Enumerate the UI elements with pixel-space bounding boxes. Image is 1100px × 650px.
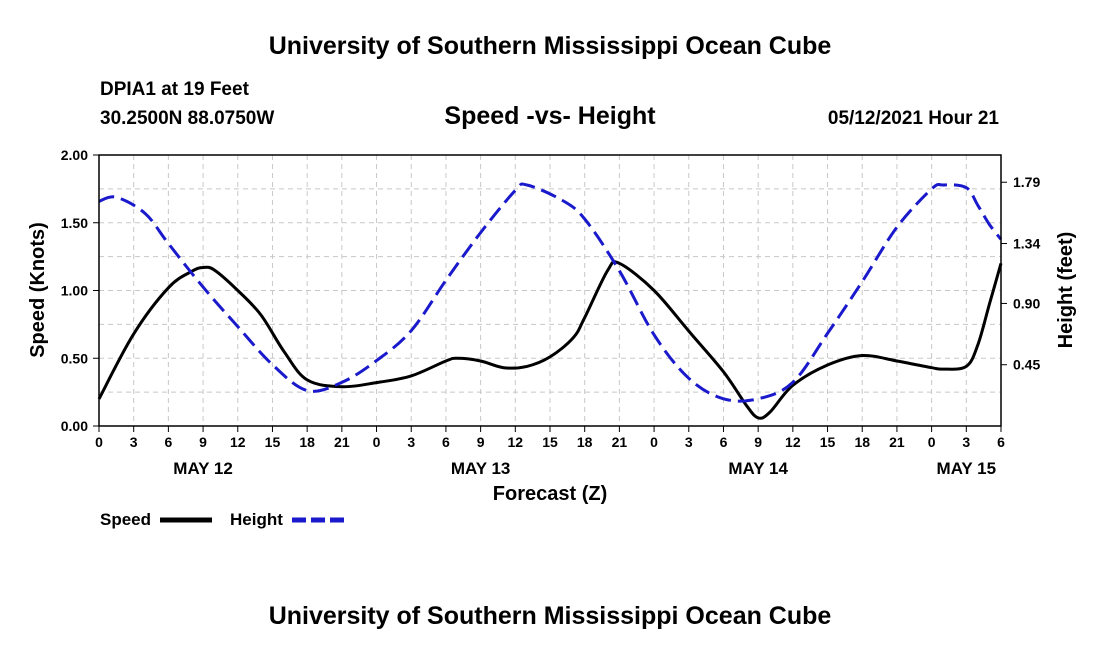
y-left-tick-label: 1.00 <box>61 283 88 299</box>
x-tick-label: 12 <box>230 434 246 450</box>
x-tick-label: 3 <box>130 434 138 450</box>
x-tick-label: 3 <box>962 434 970 450</box>
axis-ticks: 0 3 6 9 12 15 18 21 0 3 6 9 12 15 18 21 0 3 6 9 12 15 18 21 0 3 6M… <box>61 147 1041 478</box>
x-tick-label: 9 <box>199 434 207 450</box>
x-axis-label: Forecast (Z) <box>493 483 607 505</box>
x-tick-label: 0 <box>95 434 103 450</box>
y-axis-label-right: Height (feet) <box>1055 232 1077 349</box>
y-axis-label-left: Speed (Knots) <box>27 222 49 358</box>
x-tick-label: 21 <box>334 434 350 450</box>
plot-frame <box>98 154 1002 427</box>
date-label: MAY 15 <box>937 459 997 478</box>
x-tick-label: 21 <box>889 434 905 450</box>
legend-height-label: Height <box>230 510 283 529</box>
timestamp-label: 05/12/2021 Hour 21 <box>828 108 1000 129</box>
x-tick-label: 6 <box>442 434 450 450</box>
grid <box>99 155 1001 426</box>
y-left-tick-label: 2.00 <box>61 147 88 163</box>
y-left-tick-label: 0.50 <box>61 350 88 366</box>
x-tick-label: 0 <box>650 434 658 450</box>
date-label: MAY 12 <box>173 459 233 478</box>
x-tick-label: 15 <box>265 434 281 450</box>
chart-title: Speed -vs- Height <box>444 102 656 130</box>
y-right-tick-label: 0.45 <box>1013 357 1040 373</box>
x-tick-label: 12 <box>785 434 801 450</box>
date-label: MAY 13 <box>451 459 511 478</box>
y-right-tick-label: 0.90 <box>1013 295 1040 311</box>
date-label: MAY 14 <box>728 459 788 478</box>
x-tick-label: 3 <box>685 434 693 450</box>
x-tick-label: 12 <box>508 434 524 450</box>
x-tick-label: 18 <box>577 434 593 450</box>
x-tick-label: 9 <box>754 434 762 450</box>
station-label: DPIA1 at 19 Feet <box>100 79 250 100</box>
x-tick-label: 21 <box>612 434 628 450</box>
x-tick-label: 18 <box>854 434 870 450</box>
y-right-tick-label: 1.34 <box>1013 236 1040 252</box>
y-right-tick-label: 1.79 <box>1013 174 1040 190</box>
y-left-tick-label: 0.00 <box>61 418 88 434</box>
x-tick-label: 3 <box>407 434 415 450</box>
series-line-speed <box>97 260 1003 420</box>
x-tick-label: 9 <box>477 434 485 450</box>
x-tick-label: 18 <box>299 434 315 450</box>
x-tick-label: 6 <box>720 434 728 450</box>
legend: Speed Height <box>100 510 344 529</box>
x-tick-label: 6 <box>997 434 1005 450</box>
x-tick-label: 15 <box>820 434 836 450</box>
series-layer <box>97 182 1003 420</box>
x-tick-label: 6 <box>164 434 172 450</box>
footer-title: University of Southern Mississippi Ocean… <box>269 602 832 630</box>
x-tick-label: 0 <box>373 434 381 450</box>
page-title: University of Southern Mississippi Ocean… <box>269 32 832 60</box>
x-tick-label: 0 <box>928 434 936 450</box>
legend-speed-label: Speed <box>100 510 151 529</box>
y-left-tick-label: 1.50 <box>61 215 88 231</box>
x-tick-label: 15 <box>542 434 558 450</box>
coordinates-label: 30.2500N 88.0750W <box>100 108 274 129</box>
